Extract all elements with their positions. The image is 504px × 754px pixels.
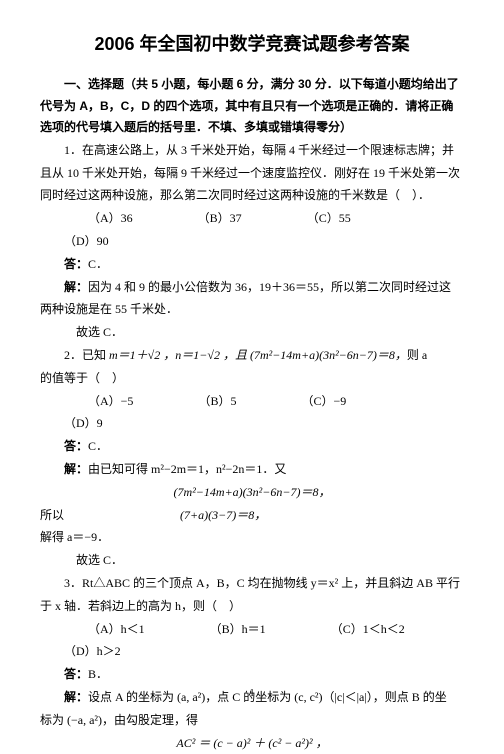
q2-opt-b: （B）5 <box>174 390 236 413</box>
q3-answer-value: B． <box>88 667 108 681</box>
q3-eq-math: AC² ＝ (c − a)² ＋ (c² − a²)² ， <box>176 736 327 750</box>
q1-solution-1: 解：因为 4 和 9 的最小公倍数为 36，19＋36＝55，所以第二次同时经过… <box>40 276 464 299</box>
q2-solution-4: 故选 C． <box>40 549 464 572</box>
q1-opt-a: （A）36 <box>64 207 133 230</box>
q1-answer-value: C． <box>88 257 108 271</box>
section-1-heading: 一、选择题（共 5 小题，每小题 6 分，满分 30 分．以下每道小题均给出了代… <box>40 74 464 139</box>
q1-opt-c: （C）55 <box>283 207 351 230</box>
q1-solution-2: 两种设施是在 55 千米处． <box>40 298 464 321</box>
q2-solution-3: 解得 a＝−9． <box>40 526 464 549</box>
q3-equation: AC² ＝ (c − a)² ＋ (c² − a²)² ， <box>40 732 464 754</box>
q2-opt-c: （C）−9 <box>277 390 346 413</box>
q1-stem: 1．在高速公路上，从 3 千米处开始，每隔 4 千米经过一个限速标志牌；并且从 … <box>40 139 464 207</box>
q2-eq1-math: (7m²−14m+a)(3n²−6n−7)＝8， <box>174 485 331 499</box>
q2-stem-pre: 2．已知 <box>64 348 106 362</box>
q3-solution-2: 标为 (−a, a²)，由勾股定理，得 <box>40 709 464 732</box>
q1-opt-d: （D）90 <box>40 230 109 253</box>
q2-answer: 答：C． <box>40 435 464 458</box>
q2-opt-a: （A）−5 <box>64 390 133 413</box>
q2-sol2-text: 所以 <box>40 508 64 522</box>
q2-opt-d: （D）9 <box>40 412 103 435</box>
answer-label: 答： <box>64 667 88 681</box>
q1-opt-b: （B）37 <box>174 207 242 230</box>
q2-solution-2: 所以 (7+a)(3−7)＝8， <box>40 504 464 527</box>
q3-opt-d: （D）h＞2 <box>40 640 121 663</box>
q2-eq2-math: (7+a)(3−7)＝8， <box>180 508 266 522</box>
q2-equation-1: (7m²−14m+a)(3n²−6n−7)＝8， <box>40 481 464 504</box>
q1-solution-3: 故选 C． <box>40 321 464 344</box>
q2-stem-post: 则 a <box>407 348 427 362</box>
answer-label: 答： <box>64 257 88 271</box>
q1-sol-text-1: 因为 4 和 9 的最小公倍数为 36，19＋36＝55，所以第二次同时经过这 <box>88 280 451 294</box>
q3-opt-b: （B）h＝1 <box>186 618 266 641</box>
q2-stem-math: m＝1＋√2 ，n＝1−√2 ，且 (7m²−14m+a)(3n²−6n−7)＝… <box>106 348 407 362</box>
q1-answer: 答：C． <box>40 253 464 276</box>
q2-stem: 2．已知 m＝1＋√2 ，n＝1−√2 ，且 (7m²−14m+a)(3n²−6… <box>40 344 464 367</box>
q2-options: （A）−5 （B）5 （C）−9 （D）9 <box>40 390 464 436</box>
q3-stem-1: 3．Rt△ABC 的三个顶点 A，B，C 均在抛物线 y＝x² 上，并且斜边 A… <box>40 572 464 595</box>
solution-label: 解： <box>64 462 88 476</box>
q3-answer: 答：B． <box>40 663 464 686</box>
q2-stem-line2: 的值等于（ ） <box>40 367 464 390</box>
q3-options: （A）h＜1 （B）h＝1 （C）1＜h＜2 （D）h＞2 <box>40 618 464 664</box>
q1-options: （A）36 （B）37 （C）55 （D）90 <box>40 207 464 253</box>
solution-label: 解： <box>64 280 88 294</box>
q2-solution-1: 解：由已知可得 m²−2m＝1，n²−2n＝1．又 <box>40 458 464 481</box>
q3-opt-a: （A）h＜1 <box>64 618 145 641</box>
page-title: 2006 年全国初中数学竞赛试题参考答案 <box>40 30 464 56</box>
q2-answer-value: C． <box>88 439 108 453</box>
q3-stem-2: 于 x 轴．若斜边上的高为 h，则（ ） <box>40 595 464 618</box>
q2-sol-text-1: 由已知可得 m²−2m＝1，n²−2n＝1．又 <box>88 462 286 476</box>
answer-label: 答： <box>64 439 88 453</box>
page-number: 1 <box>0 688 504 699</box>
q3-opt-c: （C）1＜h＜2 <box>307 618 405 641</box>
